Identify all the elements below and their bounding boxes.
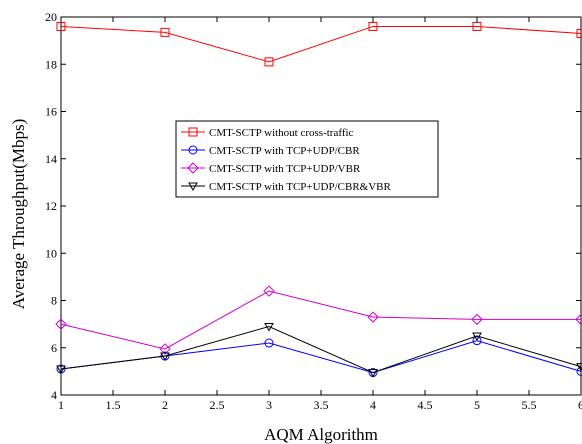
x-tick-label: 2 (162, 398, 168, 412)
data-point (160, 27, 170, 37)
y-tick-label: 10 (45, 246, 57, 260)
plot-area (60, 16, 582, 396)
data-point (367, 311, 379, 323)
y-tick-label: 18 (45, 57, 57, 71)
x-tick-label: 2.5 (210, 398, 225, 412)
data-point (160, 352, 170, 362)
data-point (159, 343, 171, 355)
legend-label: CMT-SCTP without cross-traffic (209, 127, 354, 139)
axis-layer: 1 1.5 2 2.5 3 3.5 4 4.5 5 5.5 6 4 6 8 10 12 14 16 18 20 (45, 10, 582, 412)
y-tick-label: 14 (45, 152, 57, 166)
data-point (472, 336, 482, 346)
data-point (472, 21, 482, 31)
x-tick-label: 3 (266, 398, 272, 412)
data-point (576, 363, 582, 372)
data-point (576, 29, 582, 39)
x-tick-label: 1 (58, 398, 64, 412)
legend-marker (187, 162, 199, 174)
data-point (472, 332, 482, 341)
series-4 (56, 322, 582, 378)
series-3 (55, 285, 582, 355)
series-layer (55, 21, 582, 378)
legend-marker (188, 145, 198, 155)
data-point (55, 318, 67, 330)
y-tick-label: 12 (45, 199, 57, 213)
y-tick-label: 16 (45, 105, 57, 119)
x-tick-label: 4.5 (418, 398, 433, 412)
data-point (575, 313, 582, 326)
series-line (60, 290, 581, 350)
y-tick-label: 8 (51, 294, 57, 308)
legend-marker (188, 127, 198, 137)
legend-label: CMT-SCTP with TCP+UDP/CBR (209, 145, 360, 157)
legend-box (175, 120, 439, 198)
x-axis-title: AQM Algorithm (264, 425, 378, 444)
y-tick-label: 6 (51, 341, 57, 355)
data-point (264, 338, 274, 348)
legend: CMT-SCTP without cross-traffic CMT-SCTP w… (175, 120, 439, 198)
plot-frame (60, 16, 582, 396)
series-line (60, 25, 582, 63)
x-tick-label: 3.5 (314, 398, 329, 412)
data-point (471, 313, 483, 326)
data-point (576, 366, 582, 376)
x-tick-label: 4 (370, 398, 376, 412)
x-tick-label: 5 (474, 398, 480, 412)
legend-label: CMT-SCTP with TCP+UDP/VBR (209, 163, 361, 175)
data-point (368, 369, 378, 378)
series-line (60, 325, 582, 374)
x-tick-label: 5.5 (522, 398, 537, 412)
x-tick-label: 1.5 (106, 398, 121, 412)
y-tick-label: 4 (51, 388, 57, 402)
series-1 (56, 21, 582, 67)
data-point (264, 57, 274, 67)
y-tick-label: 20 (45, 10, 57, 24)
x-tick-label: 6 (578, 398, 582, 412)
data-point (263, 285, 275, 297)
legend-marker (188, 182, 198, 192)
data-point (56, 365, 66, 375)
data-point (368, 21, 378, 31)
y-axis-title: Average Throughput(Mbps) (9, 119, 28, 310)
data-point (264, 322, 274, 332)
data-point (56, 21, 66, 31)
legend-label: CMT-SCTP with TCP+UDP/CBR&VBR (209, 181, 392, 193)
